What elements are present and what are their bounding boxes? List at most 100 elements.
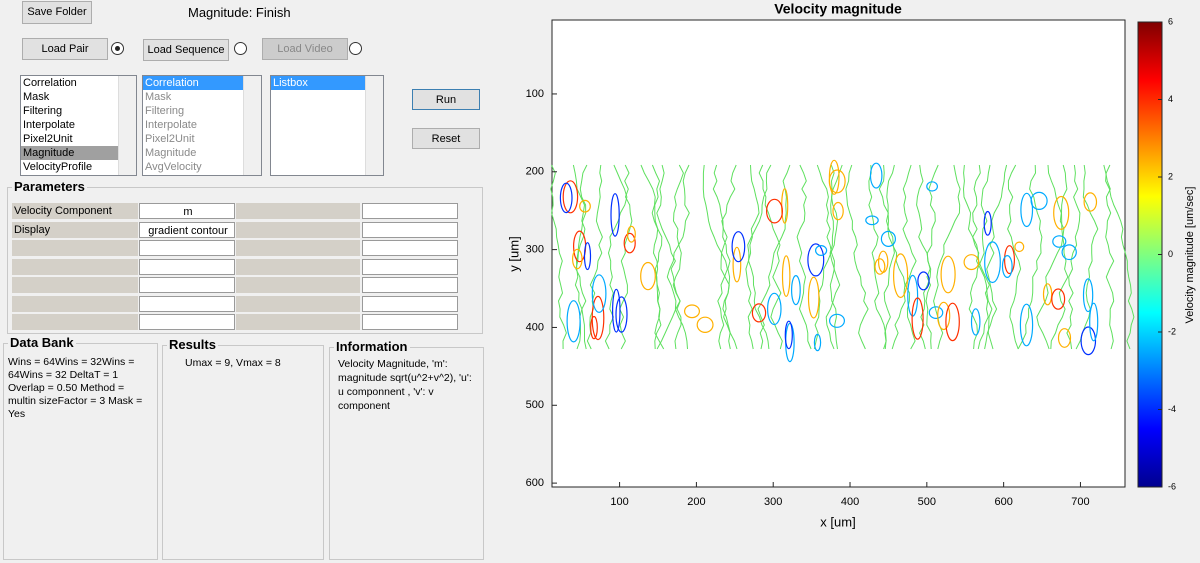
save-folder-button[interactable]: Save Folder xyxy=(22,1,92,24)
input-cell[interactable] xyxy=(139,314,235,330)
input-cell[interactable] xyxy=(139,240,235,256)
input-cell[interactable] xyxy=(362,258,458,275)
contour-line xyxy=(1075,164,1099,350)
list-item[interactable]: Correlation xyxy=(23,77,77,89)
list-item[interactable]: Interpolate xyxy=(23,119,75,131)
load-video-button[interactable]: Load Video xyxy=(262,38,348,60)
list-item[interactable]: VelocityProfile xyxy=(23,161,93,173)
y-tick-label: 400 xyxy=(526,321,544,333)
colorbar-tick-label: -4 xyxy=(1168,404,1176,414)
contour-line xyxy=(619,164,633,350)
contour-line xyxy=(672,164,684,350)
chart-title: Velocity magnitude xyxy=(774,1,902,17)
load-sequence-button[interactable]: Load Sequence xyxy=(143,39,229,61)
colorbar-tick-label: 2 xyxy=(1168,171,1173,181)
contour-line xyxy=(1089,302,1099,342)
contour-line xyxy=(717,164,737,350)
scrollbar xyxy=(243,76,261,175)
radio-button[interactable] xyxy=(111,42,124,55)
y-axis-label: y [um] xyxy=(506,236,521,271)
list-item[interactable]: Magnitude xyxy=(145,147,197,159)
list-item[interactable]: Filtering xyxy=(23,105,63,117)
list-item[interactable]: Pixel2Unit xyxy=(145,133,195,145)
contour-line xyxy=(869,162,883,189)
label-cell: Display xyxy=(12,221,138,238)
input-cell[interactable]: gradient contour xyxy=(139,221,235,238)
label-cell xyxy=(236,295,360,312)
label-cell xyxy=(236,314,360,330)
contour-line xyxy=(940,255,956,294)
contour-line xyxy=(807,276,820,319)
scrollbar xyxy=(118,76,136,175)
input-cell[interactable] xyxy=(362,203,458,219)
contour-line xyxy=(813,164,843,350)
input-cell[interactable] xyxy=(362,240,458,256)
contour-line xyxy=(1057,328,1072,348)
label-cell xyxy=(236,258,360,275)
list-item[interactable]: Magnitude xyxy=(21,146,120,160)
input-cell[interactable] xyxy=(362,314,458,330)
axes-box xyxy=(551,19,1126,488)
list-item[interactable]: Pixel2Unit xyxy=(23,133,73,145)
contour-line xyxy=(574,164,588,350)
contour-line xyxy=(1053,195,1070,230)
contour-line xyxy=(963,254,980,271)
list-item[interactable]: Correlation xyxy=(143,76,245,90)
y-tick-label: 200 xyxy=(526,166,544,178)
input-cell[interactable]: m xyxy=(139,203,235,219)
contour-line xyxy=(972,164,990,350)
contour-line xyxy=(626,225,636,243)
contour-line xyxy=(1014,241,1025,253)
contour-line xyxy=(615,296,628,333)
run-button[interactable]: Run xyxy=(412,89,480,110)
y-tick-label: 600 xyxy=(526,477,544,489)
reset-button[interactable]: Reset xyxy=(412,128,480,149)
input-cell[interactable] xyxy=(139,295,235,312)
contour-line xyxy=(684,304,701,319)
radio-button[interactable] xyxy=(234,42,247,55)
contour-line xyxy=(766,198,784,224)
list-item[interactable]: Mask xyxy=(145,91,172,103)
listbox[interactable]: Correlation Mask Filtering Interpolate Pixel… xyxy=(142,75,262,176)
colorbar-tick-label: -2 xyxy=(1168,326,1176,336)
contour-line xyxy=(640,261,656,291)
list-item[interactable]: Filtering xyxy=(145,105,185,117)
x-tick-label: 600 xyxy=(994,496,1012,508)
input-cell[interactable] xyxy=(362,221,458,238)
load-pair-button[interactable]: Load Pair xyxy=(22,38,108,60)
colorbar-tick-label: 0 xyxy=(1168,249,1173,259)
list-item[interactable]: Mask xyxy=(23,91,50,103)
label-cell xyxy=(12,277,138,293)
panel-text: Wins = 64Wins = 32Wins = 64Wins = 32 Del… xyxy=(8,356,143,420)
scrollbar xyxy=(365,76,383,175)
contour-line xyxy=(559,182,573,214)
list-item[interactable]: AvgVelocity xyxy=(145,161,202,173)
y-tick-label: 300 xyxy=(526,244,544,256)
contour-line xyxy=(784,320,793,350)
contour-line xyxy=(781,255,791,298)
contour-line xyxy=(880,230,896,247)
label-cell xyxy=(236,240,360,256)
input-cell[interactable] xyxy=(362,295,458,312)
list-item[interactable]: Interpolate xyxy=(145,119,197,131)
contour-line xyxy=(807,243,825,277)
listbox[interactable]: Listbox xyxy=(270,75,384,176)
contour-line xyxy=(1052,235,1067,248)
radio-button[interactable] xyxy=(349,42,362,55)
contour-line xyxy=(712,164,731,350)
input-cell[interactable] xyxy=(139,258,235,275)
x-tick-label: 100 xyxy=(610,496,628,508)
input-cell[interactable] xyxy=(139,277,235,293)
contour-line xyxy=(813,333,822,352)
contour-line xyxy=(1036,164,1065,350)
panel-text: Umax = 9, Vmax = 8 xyxy=(185,357,281,369)
list-item[interactable]: Listbox xyxy=(271,76,367,90)
colorbar-label: Velocity magnitude [um/sec] xyxy=(1184,187,1196,324)
input-cell[interactable] xyxy=(362,277,458,293)
contour-line xyxy=(902,164,917,350)
contour-line xyxy=(1080,326,1097,356)
listbox[interactable]: Correlation Mask Filtering Interpolate Pixel… xyxy=(20,75,137,176)
contour-line xyxy=(828,169,846,194)
contour-line xyxy=(586,164,603,350)
